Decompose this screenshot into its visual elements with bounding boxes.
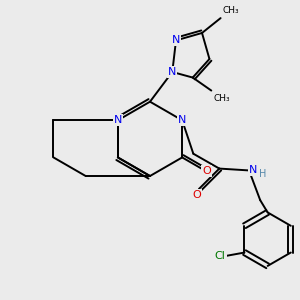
Text: CH₃: CH₃ xyxy=(213,94,230,103)
Text: N: N xyxy=(249,165,257,176)
Text: CH₃: CH₃ xyxy=(222,6,239,15)
Text: O: O xyxy=(193,190,201,200)
Text: N: N xyxy=(114,115,122,125)
Text: Cl: Cl xyxy=(215,251,226,261)
Text: N: N xyxy=(178,115,186,125)
Text: O: O xyxy=(202,167,211,176)
Text: H: H xyxy=(260,169,267,179)
Text: N: N xyxy=(168,67,176,77)
Text: N: N xyxy=(172,35,180,45)
